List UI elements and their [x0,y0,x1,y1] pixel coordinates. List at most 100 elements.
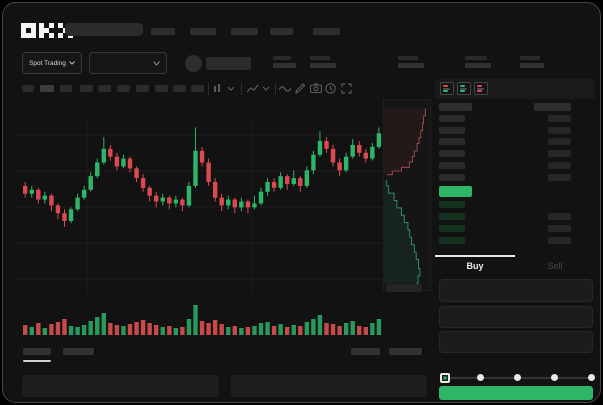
candle [108,148,113,157]
candle [232,199,237,208]
ask-amount-placeholder[interactable] [548,161,571,169]
interval-pill[interactable] [136,85,149,92]
bid-amount-placeholder[interactable] [548,224,571,232]
volume-chart [23,305,382,335]
slider-stop[interactable] [588,374,595,381]
bid-amount-placeholder[interactable] [548,212,571,220]
bid-price-placeholder[interactable] [439,212,465,220]
candle [324,141,329,149]
bid-amount-placeholder[interactable] [548,236,571,244]
candle [337,162,342,171]
candlestick-chart[interactable] [17,99,383,295]
candle [180,199,185,206]
stat-value-placeholder [310,63,336,68]
candle [330,148,336,163]
orderbook-bids-view-icon[interactable] [457,82,471,95]
candle [271,182,277,188]
market-type-selector[interactable]: Spot Trading [22,52,82,74]
bid-price-placeholder[interactable] [439,236,465,244]
candle [36,189,41,200]
candle [29,189,34,194]
camera-icon[interactable] [310,83,322,93]
chart-type-dropdown-icon[interactable] [246,84,272,94]
ticker-stat [273,56,296,68]
candle [167,197,172,204]
stat-label-placeholder [273,56,291,60]
ask-price-placeholder[interactable] [439,115,465,122]
candle [62,213,67,221]
line-tool-icon[interactable] [279,85,291,93]
interval-pill[interactable] [40,85,54,92]
interval-pill[interactable] [22,85,34,92]
candle [199,150,205,163]
candle [357,144,362,153]
candle [258,191,264,204]
ticker-stat [310,56,336,68]
ask-price-placeholder[interactable] [439,173,465,181]
candle [304,170,310,186]
ask-amount-placeholder[interactable] [548,173,571,181]
candle [193,150,198,186]
ask-amount-placeholder[interactable] [548,115,571,122]
ask-amount-placeholder[interactable] [548,126,571,134]
ask-price-placeholder[interactable] [439,126,465,134]
buy-submit-button[interactable] [439,386,593,400]
price-input[interactable] [439,279,593,302]
pair-dropdown[interactable] [89,52,167,74]
ask-price-placeholder[interactable] [439,161,465,169]
draw-tool-icon[interactable] [295,83,306,94]
nav-item[interactable] [190,28,216,35]
amount-input[interactable] [439,306,593,328]
nav-item[interactable] [231,28,258,35]
interval-pill[interactable] [80,85,93,92]
bid-price-placeholder[interactable] [439,201,465,208]
nav-item[interactable] [270,28,293,35]
slider-stop[interactable] [440,373,450,383]
bottom-skeleton-panel [22,375,219,397]
interval-pill[interactable] [117,85,130,92]
candle [160,197,165,202]
candle [173,199,179,204]
interval-pill[interactable] [191,85,204,92]
total-input[interactable] [439,331,593,353]
tab-buy[interactable]: Buy [435,255,515,275]
bottom-tab[interactable] [351,348,380,355]
slider-stop[interactable] [551,374,558,381]
ask-amount-placeholder[interactable] [548,138,571,146]
nav-item[interactable] [313,28,340,35]
candle [265,182,270,192]
interval-pill[interactable] [155,85,168,92]
candle [311,154,316,171]
history-clock-icon[interactable] [325,83,336,94]
stat-value-placeholder [465,63,491,68]
orderbook-combined-view-icon[interactable] [440,82,454,95]
bottom-tab[interactable] [63,348,94,355]
ask-amount-placeholder[interactable] [548,150,571,158]
toolbar-divider [241,83,242,95]
interval-pill[interactable] [60,85,72,92]
stat-label-placeholder [520,56,540,60]
candle [154,195,159,202]
interval-pill[interactable] [173,85,186,92]
stat-value-placeholder [273,63,296,68]
candle [75,197,80,210]
bid-price-placeholder[interactable] [439,224,465,232]
orderbook-amount-header [534,103,571,111]
slider-stop[interactable] [477,374,484,381]
fullscreen-icon[interactable] [341,83,352,94]
bottom-tab[interactable] [23,348,51,355]
last-price-badge[interactable] [439,186,472,197]
candle [298,178,303,186]
tab-sell[interactable]: Sell [547,261,563,271]
slider-stop[interactable] [514,374,521,381]
nav-item[interactable] [151,28,175,35]
interval-dropdown-icon[interactable] [213,84,237,94]
orderbook-asks-view-icon[interactable] [474,82,488,95]
ask-price-placeholder[interactable] [439,138,465,146]
ask-price-placeholder[interactable] [439,150,465,158]
depth-chart[interactable] [383,99,431,291]
interval-pill[interactable] [98,85,111,92]
bottom-tab[interactable] [389,348,422,355]
search-input[interactable] [65,23,143,36]
